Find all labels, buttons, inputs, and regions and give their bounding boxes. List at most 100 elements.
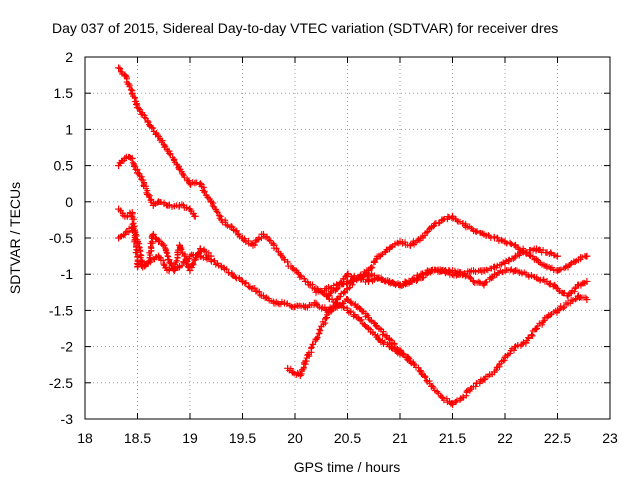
data-point: [407, 241, 414, 249]
interpolated-point: [222, 219, 229, 226]
interpolated-point: [516, 252, 523, 259]
interpolated-point: [391, 341, 398, 348]
data-point: [554, 252, 561, 260]
data-point: [386, 335, 393, 343]
interpolated-point: [510, 347, 517, 354]
interpolated-point: [242, 280, 249, 287]
interpolated-point: [150, 125, 157, 132]
x-tick-label: 20: [287, 430, 303, 446]
interpolated-point: [506, 256, 513, 263]
interpolated-point: [342, 289, 349, 296]
interpolated-point: [368, 263, 375, 270]
interpolated-point: [515, 246, 522, 253]
interpolated-point: [148, 124, 155, 131]
interpolated-point: [571, 288, 578, 295]
interpolated-point: [367, 317, 374, 324]
interpolated-point: [528, 331, 535, 338]
interpolated-point: [123, 73, 130, 80]
interpolated-point: [437, 268, 444, 275]
interpolated-point: [317, 327, 324, 334]
y-tick-label: -3: [61, 411, 74, 427]
interpolated-point: [404, 353, 411, 360]
x-tick-label: 22.5: [544, 430, 571, 446]
y-tick-label: -1.5: [49, 302, 73, 318]
interpolated-point: [467, 386, 474, 393]
data-point: [323, 292, 330, 300]
interpolated-point: [137, 254, 144, 261]
interpolated-point: [172, 259, 179, 266]
interpolated-point: [423, 229, 430, 236]
interpolated-point: [403, 280, 410, 287]
series-satellite-track-7: [323, 266, 591, 300]
interpolated-point: [547, 311, 554, 318]
interpolated-point: [352, 301, 359, 308]
interpolated-point: [167, 151, 174, 158]
x-tick-label: 21.5: [439, 430, 466, 446]
interpolated-point: [132, 249, 139, 256]
interpolated-point: [351, 311, 358, 318]
interpolated-point: [446, 214, 453, 221]
interpolated-point: [273, 245, 280, 252]
interpolated-point: [393, 281, 400, 288]
interpolated-point: [454, 218, 461, 225]
interpolated-point: [338, 280, 345, 287]
interpolated-point: [126, 83, 133, 90]
interpolated-point: [178, 246, 185, 253]
data-point: [121, 154, 129, 162]
interpolated-point: [430, 223, 437, 230]
interpolated-point: [533, 325, 540, 332]
interpolated-point: [188, 207, 195, 214]
interpolated-point: [318, 305, 325, 312]
x-tick-label: 23: [602, 430, 618, 446]
interpolated-point: [178, 262, 185, 269]
series-satellite-track-3: [115, 205, 591, 409]
interpolated-point: [251, 242, 258, 249]
interpolated-point: [195, 249, 202, 256]
y-axis-label: SDTVAR / TECUs: [7, 182, 23, 294]
data-point: [170, 267, 178, 275]
interpolated-point: [369, 264, 376, 271]
interpolated-point: [373, 255, 380, 262]
interpolated-point: [347, 309, 354, 316]
interpolated-point: [348, 300, 355, 307]
x-tick-label: 18: [77, 430, 93, 446]
y-tick-label: 1: [65, 121, 73, 137]
interpolated-point: [173, 257, 180, 264]
y-tick-label: -1: [61, 266, 74, 282]
data-point: [344, 270, 351, 278]
interpolated-point: [340, 304, 347, 311]
interpolated-point: [284, 258, 291, 265]
interpolated-point: [335, 283, 342, 290]
interpolated-point: [163, 249, 170, 256]
plot-frame: [84, 56, 611, 420]
tick-marks: [84, 56, 611, 420]
data-point: [583, 252, 591, 260]
interpolated-point: [349, 281, 356, 288]
interpolated-point: [275, 300, 282, 307]
interpolated-point: [430, 384, 437, 391]
interpolated-point: [483, 278, 490, 285]
y-tick-label: 1.5: [54, 85, 74, 101]
interpolated-point: [540, 318, 547, 325]
interpolated-point: [322, 315, 329, 322]
interpolated-point: [473, 228, 480, 235]
interpolated-point: [567, 290, 574, 297]
interpolated-point: [143, 261, 150, 268]
interpolated-point: [213, 208, 220, 215]
x-tick-label: 19: [182, 430, 198, 446]
interpolated-point: [508, 241, 515, 248]
data-point: [583, 277, 591, 285]
interpolated-point: [301, 275, 308, 282]
interpolated-point: [556, 306, 563, 313]
x-tick-label: 18.5: [124, 430, 151, 446]
interpolated-point: [192, 254, 199, 261]
interpolated-point: [528, 273, 535, 280]
interpolated-point: [525, 334, 532, 341]
data-point: [289, 368, 297, 376]
interpolated-point: [380, 328, 387, 335]
interpolated-point: [410, 360, 417, 367]
interpolated-point: [310, 341, 317, 348]
interpolated-point: [557, 266, 564, 273]
